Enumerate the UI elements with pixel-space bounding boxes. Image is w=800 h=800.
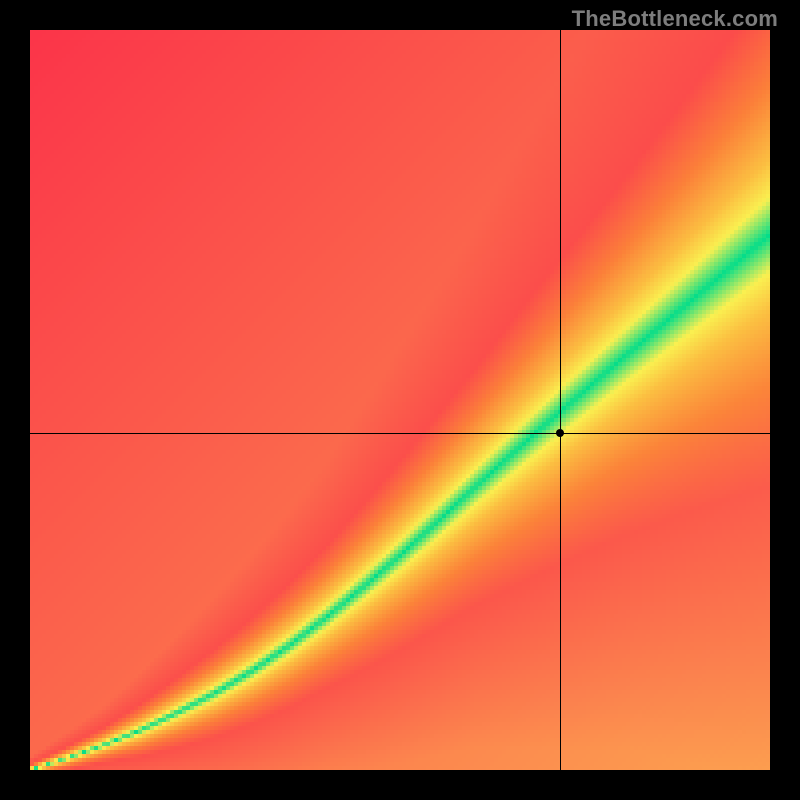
crosshair-horizontal: [30, 433, 770, 434]
chart-wrapper: TheBottleneck.com: [0, 0, 800, 800]
heatmap-canvas: [30, 30, 770, 770]
plot-area: [30, 30, 770, 770]
watermark-text: TheBottleneck.com: [572, 6, 778, 32]
crosshair-vertical: [560, 30, 561, 770]
